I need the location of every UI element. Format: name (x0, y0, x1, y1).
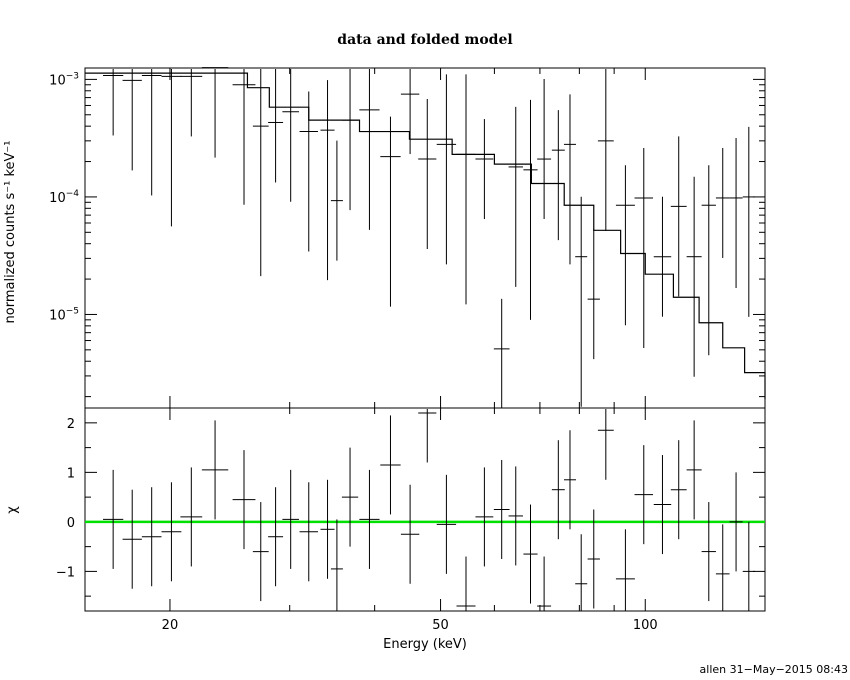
top-frame (84, 67, 766, 409)
y-tick-label: 10−3 (49, 71, 79, 88)
y-tick-label: 10−4 (49, 189, 79, 206)
x-tick-label: 50 (432, 618, 449, 633)
model-curve (85, 72, 766, 400)
y-tick-label: 0 (67, 516, 75, 531)
x-axis-label: Energy (keV) (383, 637, 467, 652)
residual-panel: 20 50 100 −1 0 1 2 (56, 68, 766, 633)
bottom-frame (84, 407, 766, 612)
y-tick-label: 1 (67, 466, 75, 481)
spectrum-panel: 10−3 10−4 10−5 (49, 67, 766, 409)
chart-title: data and folded model (337, 32, 512, 48)
footer-timestamp: allen 31−May−2015 08:43 (700, 663, 848, 676)
y-tick-label: −1 (56, 565, 75, 580)
y-tick-label: 10−5 (49, 306, 79, 323)
x-tick-label: 100 (633, 618, 658, 633)
y-tick-label: 2 (67, 417, 75, 432)
y-axis-label-chi: χ (5, 506, 20, 514)
y-axis-label-counts: normalized counts s⁻¹ keV⁻¹ (3, 141, 18, 324)
x-tick-label: 20 (162, 618, 179, 633)
